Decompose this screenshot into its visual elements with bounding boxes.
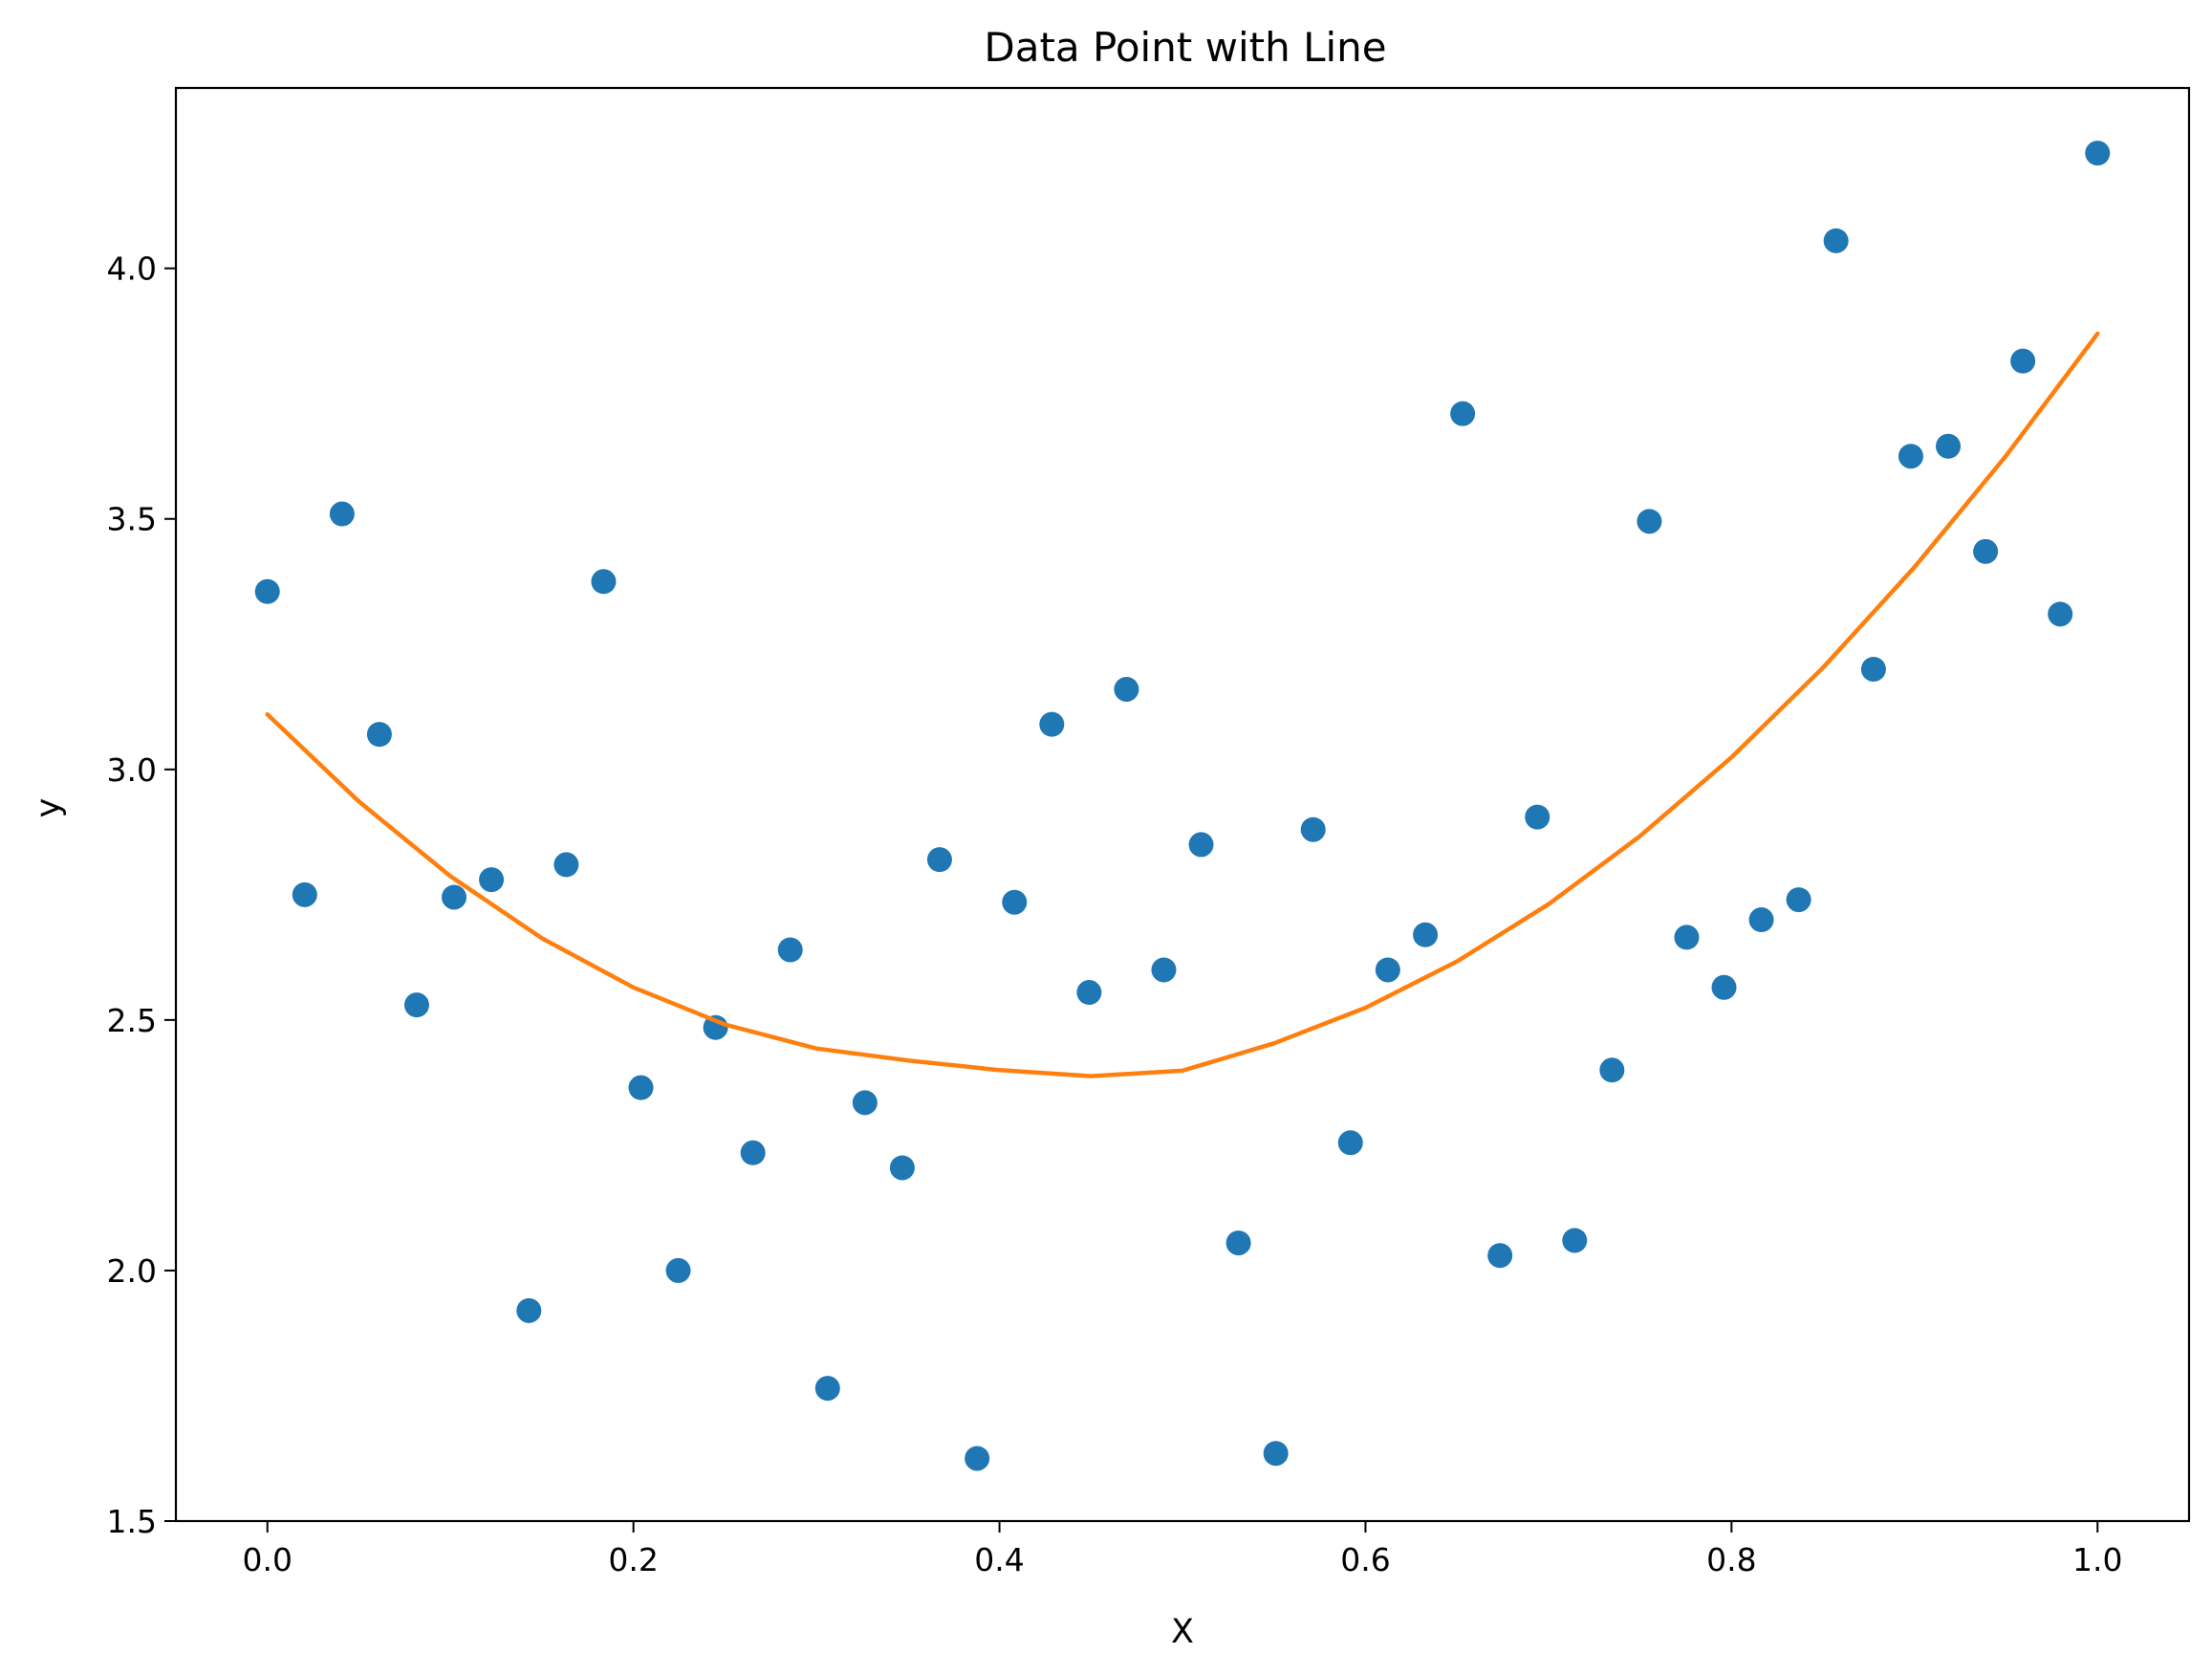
y-tick-label: 3.0 <box>107 751 157 789</box>
data-point <box>1151 957 1177 983</box>
data-point <box>1674 925 1700 950</box>
x-tick-label: 0.6 <box>1340 1541 1390 1578</box>
data-point <box>777 937 803 963</box>
data-point <box>2048 601 2073 627</box>
data-point <box>628 1075 654 1100</box>
data-point <box>1823 228 1849 253</box>
data-point <box>2085 141 2111 166</box>
y-axis: 1.5 2.0 2.5 3.0 3.5 4.0 <box>107 250 176 1540</box>
data-point <box>1711 974 1737 1000</box>
data-point <box>740 1140 766 1165</box>
y-tick-label: 4.0 <box>107 250 157 288</box>
data-point <box>2010 348 2036 374</box>
data-point <box>1860 656 1886 682</box>
data-point <box>1562 1228 1588 1253</box>
data-point <box>1337 1130 1363 1156</box>
data-point <box>1898 444 1923 469</box>
x-tick-label: 0.4 <box>974 1541 1024 1578</box>
data-point <box>1375 957 1400 983</box>
data-point <box>1936 433 1962 459</box>
fit-line <box>265 331 2100 1078</box>
data-point <box>1599 1057 1625 1083</box>
data-point <box>889 1155 915 1181</box>
y-tick-label: 2.0 <box>107 1252 157 1290</box>
data-point <box>442 884 467 910</box>
data-point <box>1076 980 1102 1006</box>
data-point <box>1188 832 1214 858</box>
data-point <box>516 1297 542 1323</box>
data-point <box>1637 509 1662 534</box>
data-point <box>1039 711 1065 737</box>
data-point <box>591 569 617 595</box>
data-point <box>1525 804 1551 830</box>
data-point <box>814 1376 840 1402</box>
plot-frame <box>174 86 2191 1523</box>
data-point <box>965 1446 990 1471</box>
data-point <box>1002 889 1028 915</box>
data-point <box>1225 1230 1251 1256</box>
data-point <box>852 1090 878 1116</box>
data-point <box>329 501 355 527</box>
x-tick-label: 1.0 <box>2072 1541 2122 1578</box>
x-tick-label: 0.2 <box>608 1541 658 1578</box>
y-tick-label: 1.5 <box>107 1503 157 1540</box>
x-axis: 0.0 0.2 0.4 0.6 0.8 1.0 <box>242 1521 2123 1578</box>
x-tick-label: 0.8 <box>1706 1541 1756 1578</box>
data-point <box>665 1257 691 1283</box>
data-point <box>1114 676 1139 702</box>
data-point <box>292 881 317 907</box>
x-axis-label: X <box>1171 1613 1194 1651</box>
data-point <box>553 852 579 878</box>
data-point <box>926 847 952 873</box>
data-point <box>1786 887 1811 913</box>
data-point <box>1300 816 1326 842</box>
x-tick-label: 0.0 <box>242 1541 292 1578</box>
y-axis-label: y <box>30 798 68 818</box>
y-tick-label: 3.5 <box>107 501 157 538</box>
data-point <box>403 992 429 1018</box>
plot-area <box>254 141 2111 1471</box>
data-point <box>479 867 505 893</box>
data-point <box>366 722 392 748</box>
data-point <box>1973 538 1999 564</box>
data-point <box>1450 401 1476 426</box>
data-point <box>1413 922 1439 947</box>
data-point <box>1748 907 1774 933</box>
chart-title: Data Point with Line <box>984 24 1386 71</box>
data-point <box>1263 1441 1289 1467</box>
data-point <box>1487 1243 1513 1269</box>
y-tick-label: 2.5 <box>107 1002 157 1039</box>
data-point <box>254 578 280 604</box>
